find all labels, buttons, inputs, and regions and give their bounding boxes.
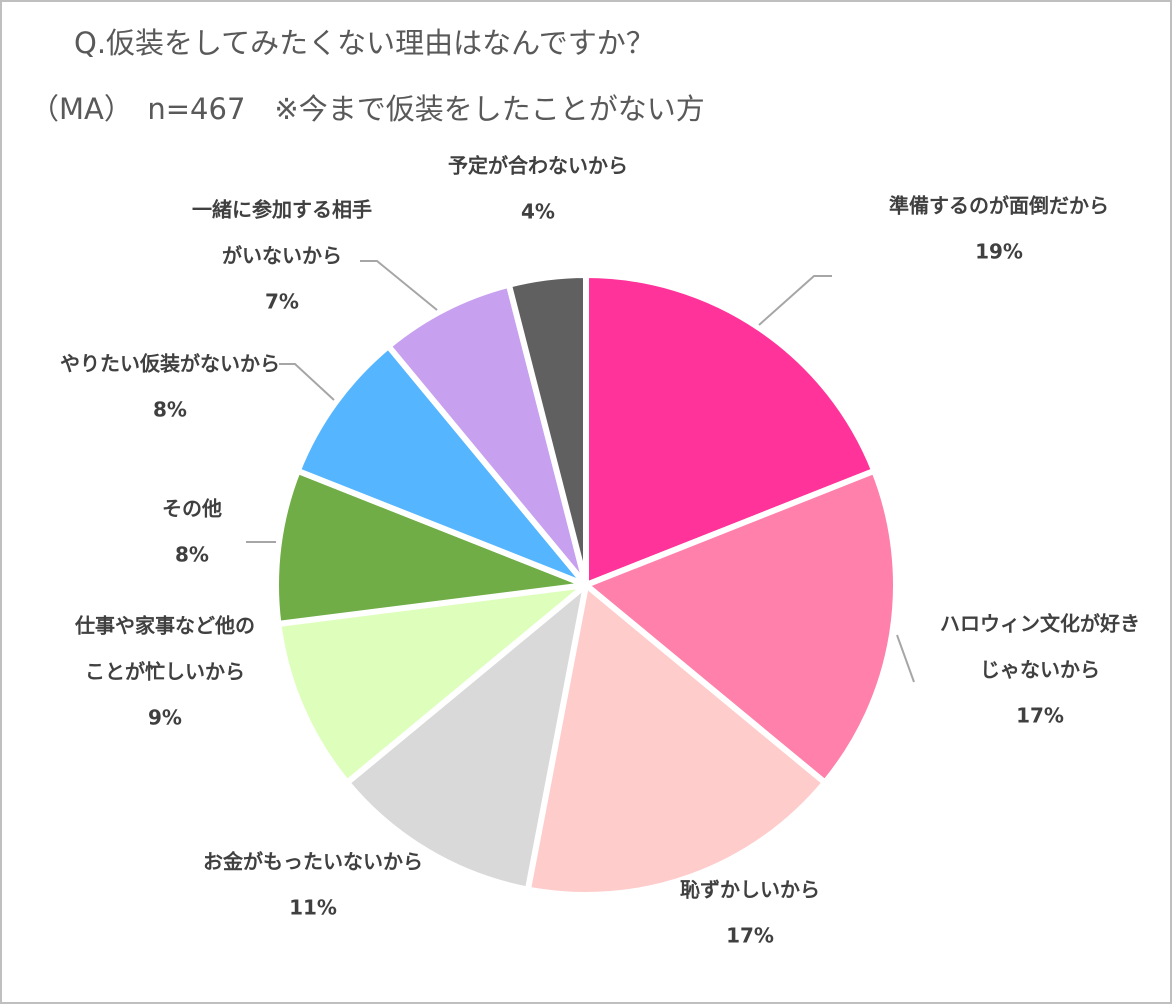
slice-value-label: 17% (726, 924, 774, 948)
slice-value-label: 7% (265, 290, 299, 314)
slice-category-label: がいないから (222, 244, 342, 268)
slice-category-label: お金がもったいないから (203, 850, 423, 874)
leader-line (279, 363, 335, 401)
leader-lines (246, 260, 915, 683)
pie-slices (273, 272, 899, 898)
chart-subtitle: （MA） n=467 ※今まで仮装をしたことがない方 (30, 92, 705, 126)
pie-slice (344, 582, 589, 893)
slice-value-label: 19% (975, 240, 1023, 264)
pie-slice (583, 272, 878, 588)
slice-value-label: 11% (289, 896, 337, 920)
slice-category-label: 一緒に参加する相手 (192, 198, 372, 222)
slice-category-label: じゃないから (980, 658, 1100, 682)
slice-category-label: ハロウィン文化が好き (940, 612, 1140, 636)
slice-category-label: ことが忙しいから (85, 660, 245, 684)
pie-slice (583, 467, 899, 786)
pie-slice (524, 582, 828, 898)
pie-slice (275, 582, 589, 786)
pie-slice (273, 467, 589, 627)
slice-category-label: その他 (162, 497, 222, 521)
leader-line (896, 634, 915, 683)
slice-category-label: 仕事や家事など他の (74, 614, 255, 638)
slice-value-label: 8% (153, 398, 187, 422)
leader-line (360, 260, 438, 311)
pie-slice (505, 272, 589, 588)
chart-title: Q.仮装をしてみたくない理由はなんですか？ (74, 26, 655, 60)
slice-value-label: 17% (1016, 704, 1064, 728)
slice-value-label: 4% (521, 200, 555, 224)
slice-category-label: 恥ずかしいから (680, 878, 820, 902)
slice-value-label: 8% (175, 543, 209, 567)
pie-slice (294, 343, 589, 588)
slice-category-label: 準備するのが面倒だから (889, 194, 1109, 218)
slice-category-label: やりたい仮装がないから (60, 352, 280, 376)
slice-category-label: 予定が合わないから (448, 154, 628, 178)
pie-slice (385, 281, 589, 588)
slice-value-label: 9% (148, 706, 182, 730)
leader-line (758, 275, 832, 326)
